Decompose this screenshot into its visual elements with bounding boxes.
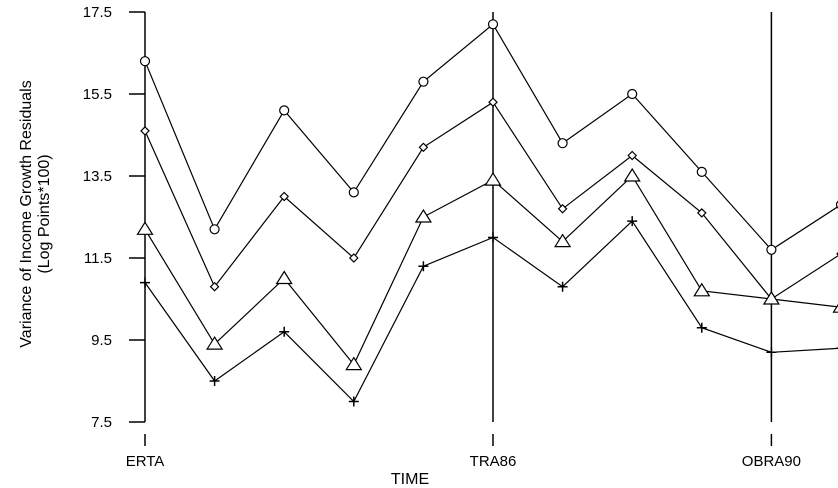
series-triangle [136,167,838,371]
data-point-plus [209,376,220,386]
y-axis: 7.5 9.5 11.5 13.5 15.5 17.5 [83,4,146,431]
y-tick-label: 15.5 [83,86,112,103]
data-point-circle [279,105,290,116]
y-tick-label: 9.5 [91,332,112,349]
data-point-triangle [554,233,572,248]
series-line [144,101,838,300]
data-point-triangle [762,290,780,305]
data-point-triangle [345,356,363,371]
data-point-circle [557,138,568,149]
data-point-plus [488,232,498,243]
x-tick-label: ERTA [126,453,165,470]
y-tick-label: 17.5 [83,4,112,21]
data-point-diamond [557,203,568,214]
series-plus [140,216,838,407]
data-point-diamond [209,281,220,292]
y-axis-title-unit: (Log Points*100) [36,154,53,273]
data-point-circle [348,187,359,198]
data-point-plus [418,261,429,272]
y-tick-label: 7.5 [91,414,112,431]
data-point-plus [279,326,290,337]
data-point-diamond [488,97,498,108]
data-point-triangle [832,303,838,313]
y-axis-title-group: Variance of Income Growth Residuals (Log… [18,80,53,347]
data-point-circle [139,56,151,67]
y-axis-title: Variance of Income Growth Residuals [18,80,35,347]
series-line [144,220,838,403]
data-point-plus [696,322,707,333]
y-tick-label: 11.5 [84,250,112,267]
data-point-diamond [140,126,150,136]
data-point-circle [766,244,777,255]
data-point-triangle [275,270,293,285]
x-ticks: ERTA TRA86 OBRA90 [126,434,801,470]
data-point-plus [627,216,638,227]
data-point-diamond [418,142,429,153]
x-axis-title: TIME [391,471,429,488]
x-tick-label: OBRA90 [742,453,801,470]
data-point-triangle [623,167,641,182]
data-point-diamond [348,253,359,263]
data-point-diamond [696,208,707,218]
series-layer [136,19,838,407]
data-point-diamond [627,150,638,161]
series-diamond [140,97,838,304]
series-circle [139,19,838,255]
data-point-plus [766,347,777,358]
data-point-triangle [693,282,711,297]
data-point-triangle [206,335,224,350]
data-point-triangle [414,208,432,223]
data-point-plus [348,396,359,407]
data-point-diamond [279,191,290,202]
series-line [144,23,838,251]
x-tick-label: TRA86 [470,453,517,470]
data-point-circle [627,88,638,100]
data-point-circle [696,166,707,177]
y-ticks: 7.5 9.5 11.5 13.5 15.5 17.5 [83,4,145,431]
y-tick-label: 13.5 [83,168,112,185]
data-point-plus [557,281,568,292]
data-point-triangle [484,171,502,186]
data-point-circle [209,224,220,235]
series-line [144,175,838,366]
data-point-plus [140,277,150,288]
data-point-triangle [136,221,154,235]
data-point-circle [487,19,499,30]
data-point-circle [418,76,429,87]
